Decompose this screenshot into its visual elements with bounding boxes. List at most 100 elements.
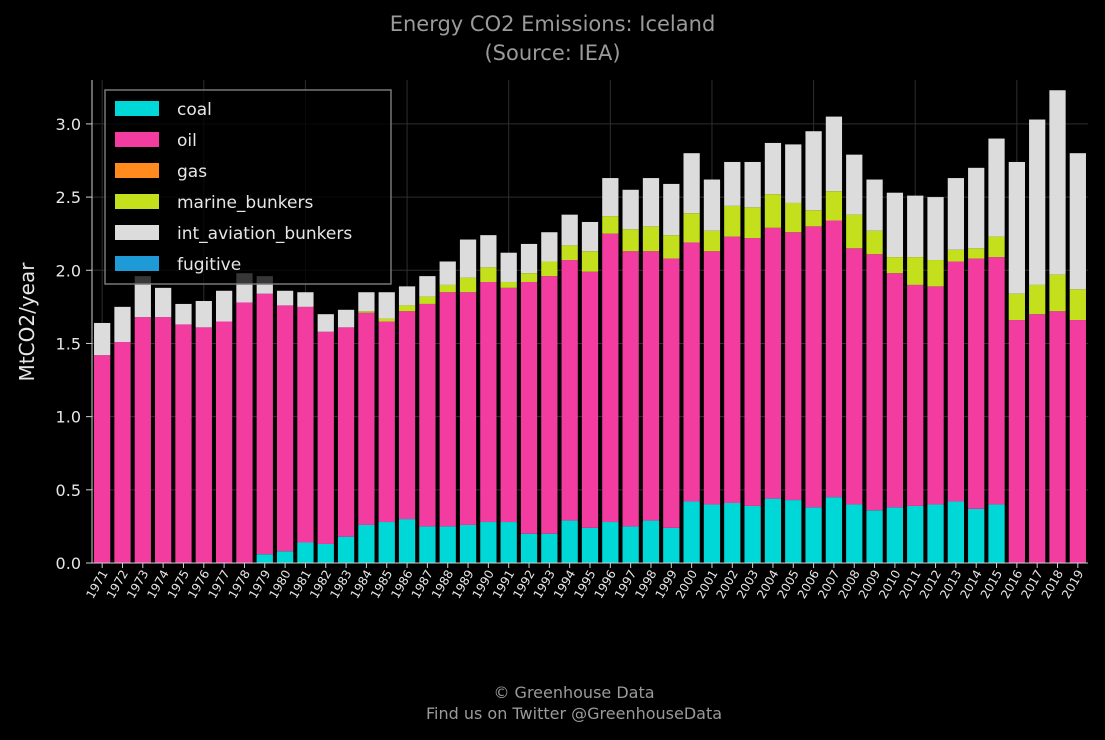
- bar-segment-int_aviation_bunkers-1994: [561, 214, 578, 246]
- bar-segment-oil-2013: [947, 261, 965, 502]
- bar-segment-coal-1979: [256, 554, 273, 563]
- legend-label-oil: oil: [177, 131, 197, 151]
- bar-segment-int_aviation_bunkers-1990: [480, 235, 497, 268]
- bar-segment-oil-2015: [988, 257, 1005, 505]
- bar-segment-marine_bunkers-2001: [703, 230, 721, 252]
- bar-segment-coal-2002: [724, 502, 741, 563]
- bar-segment-coal-2012: [927, 504, 944, 563]
- bar-segment-int_aviation_bunkers-1986: [398, 286, 416, 306]
- bar-segment-oil-2019: [1069, 320, 1086, 563]
- bar-segment-int_aviation_bunkers-2013: [947, 178, 965, 250]
- bar-segment-coal-2005: [785, 500, 802, 563]
- bar-segment-oil-1981: [297, 306, 314, 543]
- bar-segment-marine_bunkers-2006: [805, 210, 822, 227]
- bar-segment-int_aviation_bunkers-2006: [805, 131, 822, 211]
- bar-segment-coal-1990: [480, 522, 497, 563]
- y-tick-label: 1.0: [56, 408, 81, 427]
- bar-segment-coal-2015: [988, 504, 1005, 563]
- bar-segment-int_aviation_bunkers-2001: [703, 179, 721, 231]
- bar-segment-marine_bunkers-2010: [886, 257, 904, 274]
- legend-label-gas: gas: [177, 162, 207, 182]
- bar-segment-oil-1975: [175, 324, 192, 563]
- bar-segment-marine_bunkers-1988: [439, 284, 456, 293]
- bar-segment-oil-2012: [927, 286, 944, 505]
- bar-segment-coal-2011: [907, 505, 924, 563]
- bar-segment-coal-1997: [622, 526, 639, 563]
- legend-label-int_aviation_bunkers: int_aviation_bunkers: [177, 224, 352, 244]
- bar-segment-marine_bunkers-2000: [683, 213, 700, 243]
- y-tick-label: 0.5: [56, 481, 81, 500]
- y-tick-label: 2.0: [56, 261, 81, 280]
- bar-segment-coal-1986: [398, 519, 416, 563]
- y-tick-label: 1.5: [56, 334, 81, 353]
- bar-segment-marine_bunkers-1985: [378, 318, 395, 322]
- bar-segment-marine_bunkers-2005: [785, 202, 802, 233]
- y-tick-label: 3.0: [56, 115, 81, 134]
- bar-segment-int_aviation_bunkers-1995: [581, 221, 599, 252]
- bar-segment-marine_bunkers-1993: [541, 261, 558, 277]
- bar-segment-int_aviation_bunkers-2015: [988, 138, 1005, 237]
- bar-segment-oil-1998: [642, 251, 660, 521]
- bar-segment-marine_bunkers-2013: [947, 249, 965, 262]
- bar-segment-coal-2001: [703, 504, 721, 563]
- bar-segment-coal-2008: [846, 504, 863, 563]
- axes: 0.00.51.01.52.02.53.01971197219731974197…: [56, 80, 1088, 601]
- bar-segment-coal-2003: [744, 505, 761, 563]
- bar-segment-coal-1987: [419, 526, 436, 563]
- bar-segment-coal-1980: [276, 551, 294, 563]
- bar-segment-oil-1982: [317, 331, 334, 544]
- bar-segment-oil-1992: [520, 281, 538, 534]
- bar-segment-int_aviation_bunkers-1992: [520, 243, 538, 274]
- bar-segment-oil-1988: [439, 292, 456, 527]
- bar-segment-int_aviation_bunkers-2016: [1008, 161, 1025, 294]
- bar-segment-coal-1999: [663, 527, 680, 563]
- bar-segment-marine_bunkers-1992: [520, 273, 538, 282]
- bar-segment-marine_bunkers-2014: [968, 248, 985, 259]
- y-tick-label: 0.0: [56, 554, 81, 573]
- bar-segment-coal-2010: [886, 507, 904, 563]
- bar-segment-int_aviation_bunkers-2004: [764, 142, 782, 195]
- bar-segment-int_aviation_bunkers-2008: [846, 154, 863, 215]
- bar-segment-oil-2018: [1049, 311, 1066, 563]
- legend-label-marine_bunkers: marine_bunkers: [177, 193, 313, 213]
- bar-segment-int_aviation_bunkers-1996: [602, 178, 619, 217]
- legend: coal oil gas marine_bunkers int_aviation_bun…: [104, 89, 392, 285]
- bar-segment-oil-1979: [256, 293, 273, 555]
- bar-segment-int_aviation_bunkers-1984: [358, 292, 375, 312]
- bar-segment-oil-2004: [764, 227, 782, 499]
- bar-segment-int_aviation_bunkers-2002: [724, 161, 741, 206]
- legend-box: [104, 89, 392, 285]
- bar-segment-coal-1984: [358, 524, 375, 563]
- legend-swatch-gas: [115, 163, 159, 178]
- bar-segment-coal-2004: [764, 498, 782, 563]
- bar-segment-marine_bunkers-2007: [825, 191, 843, 221]
- bar-segment-oil-2014: [968, 258, 985, 509]
- x-tick-label: 2019: [1059, 568, 1086, 601]
- bar-segment-coal-2009: [866, 510, 883, 563]
- bar-segment-int_aviation_bunkers-1975: [175, 303, 192, 325]
- bar-segment-coal-1992: [520, 533, 538, 563]
- y-tick-label: 2.5: [56, 188, 81, 207]
- bar-segment-oil-2017: [1029, 314, 1046, 563]
- bar-segment-coal-1983: [337, 536, 355, 563]
- bar-segment-marine_bunkers-2004: [764, 194, 782, 228]
- bar-segment-coal-1993: [541, 533, 558, 563]
- bar-segment-oil-1991: [500, 287, 517, 523]
- bar-segment-int_aviation_bunkers-1987: [419, 276, 436, 297]
- bar-segment-int_aviation_bunkers-2017: [1029, 119, 1046, 285]
- bar-segment-int_aviation_bunkers-1991: [500, 252, 517, 282]
- bar-segment-marine_bunkers-2017: [1029, 284, 1046, 315]
- bar-segment-coal-1998: [642, 520, 660, 563]
- bar-segment-oil-1995: [581, 271, 599, 528]
- bar-segment-coal-2007: [825, 497, 843, 563]
- bar-segment-marine_bunkers-1994: [561, 245, 578, 261]
- bar-segment-int_aviation_bunkers-1972: [114, 306, 131, 342]
- bar-segment-marine_bunkers-2011: [907, 257, 924, 285]
- bar-segment-int_aviation_bunkers-2010: [886, 192, 904, 258]
- bar-segment-int_aviation_bunkers-1973: [134, 276, 151, 318]
- bar-segment-int_aviation_bunkers-2007: [825, 116, 843, 192]
- bar-segment-marine_bunkers-2002: [724, 205, 741, 237]
- bar-segment-oil-2001: [703, 251, 721, 505]
- bar-segment-oil-1996: [602, 233, 619, 523]
